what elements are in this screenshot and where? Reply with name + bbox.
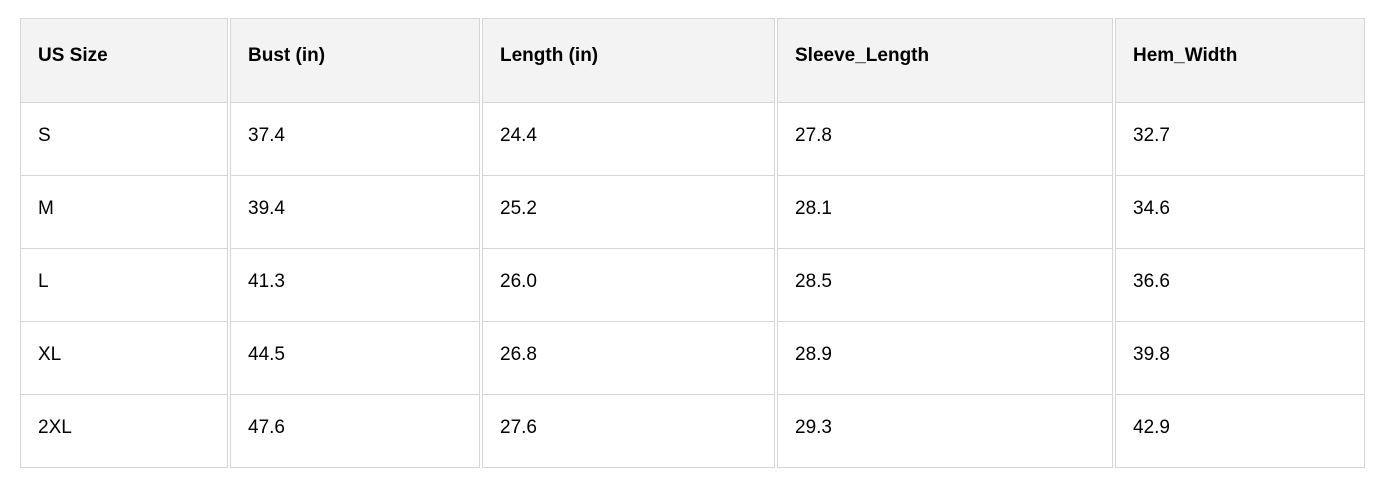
- measurement-cell: 29.3: [777, 395, 1113, 468]
- table-row: 2XL 47.6 27.6 29.3 42.9: [20, 395, 1365, 468]
- measurement-cell: 26.8: [482, 322, 775, 395]
- measurement-cell: 47.6: [230, 395, 480, 468]
- measurement-cell: 25.2: [482, 176, 775, 249]
- measurement-cell: 39.4: [230, 176, 480, 249]
- header-row: US Size Bust (in) Length (in) Sleeve_Length…: [20, 18, 1365, 103]
- size-label-cell: S: [20, 103, 228, 176]
- measurement-cell: 32.7: [1115, 103, 1365, 176]
- measurement-cell: 37.4: [230, 103, 480, 176]
- size-chart-table: US Size Bust (in) Length (in) Sleeve_Length…: [18, 18, 1367, 468]
- measurement-cell: 39.8: [1115, 322, 1365, 395]
- column-header: Bust (in): [230, 18, 480, 103]
- measurement-cell: 41.3: [230, 249, 480, 322]
- measurement-cell: 42.9: [1115, 395, 1365, 468]
- measurement-cell: 24.4: [482, 103, 775, 176]
- column-header: US Size: [20, 18, 228, 103]
- table-row: XL 44.5 26.8 28.9 39.8: [20, 322, 1365, 395]
- measurement-cell: 27.8: [777, 103, 1113, 176]
- column-header: Hem_Width: [1115, 18, 1365, 103]
- column-header: Sleeve_Length: [777, 18, 1113, 103]
- size-label-cell: 2XL: [20, 395, 228, 468]
- size-label-cell: XL: [20, 322, 228, 395]
- measurement-cell: 44.5: [230, 322, 480, 395]
- measurement-cell: 28.1: [777, 176, 1113, 249]
- table-row: S 37.4 24.4 27.8 32.7: [20, 103, 1365, 176]
- measurement-cell: 34.6: [1115, 176, 1365, 249]
- measurement-cell: 28.9: [777, 322, 1113, 395]
- measurement-cell: 28.5: [777, 249, 1113, 322]
- size-label-cell: L: [20, 249, 228, 322]
- table-row: M 39.4 25.2 28.1 34.6: [20, 176, 1365, 249]
- measurement-cell: 36.6: [1115, 249, 1365, 322]
- measurement-cell: 26.0: [482, 249, 775, 322]
- table-header: US Size Bust (in) Length (in) Sleeve_Length…: [20, 18, 1365, 103]
- table-body: S 37.4 24.4 27.8 32.7 M 39.4 25.2 28.1 34.6 L 41.3 2…: [20, 103, 1365, 468]
- table-row: L 41.3 26.0 28.5 36.6: [20, 249, 1365, 322]
- measurement-cell: 27.6: [482, 395, 775, 468]
- column-header: Length (in): [482, 18, 775, 103]
- size-label-cell: M: [20, 176, 228, 249]
